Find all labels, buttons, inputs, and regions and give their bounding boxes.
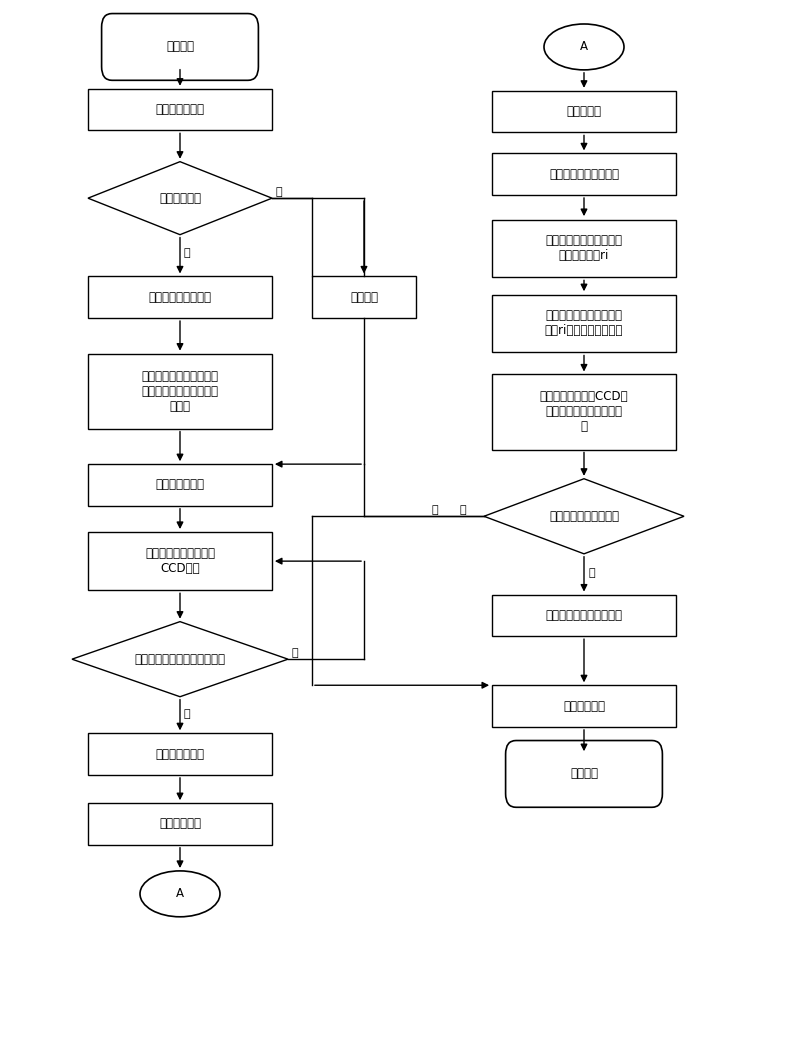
FancyBboxPatch shape xyxy=(88,276,272,318)
Text: 否: 否 xyxy=(589,567,595,578)
FancyBboxPatch shape xyxy=(88,354,272,429)
Text: 人工检测: 人工检测 xyxy=(350,291,378,304)
Text: 求出图形标记点到圆心的
距离ri的极大值和极小值: 求出图形标记点到圆心的 距离ri的极大值和极小值 xyxy=(545,310,623,337)
Ellipse shape xyxy=(544,24,624,70)
Polygon shape xyxy=(88,162,272,235)
FancyBboxPatch shape xyxy=(88,803,272,845)
Text: 否: 否 xyxy=(291,648,298,658)
FancyBboxPatch shape xyxy=(492,595,676,636)
Polygon shape xyxy=(72,622,288,697)
Text: 显示检测结果: 显示检测结果 xyxy=(563,700,605,712)
Text: 分别计算所有图形标记点
到圆心的距离ri: 分别计算所有图形标记点 到圆心的距离ri xyxy=(546,235,622,262)
FancyBboxPatch shape xyxy=(492,685,676,727)
Text: 是否自动检测: 是否自动检测 xyxy=(159,192,201,204)
FancyBboxPatch shape xyxy=(88,464,272,506)
Text: 采集标记区图像: 采集标记区图像 xyxy=(155,748,205,760)
Text: 中间标记点是否位于图像中心: 中间标记点是否位于图像中心 xyxy=(134,653,226,665)
Text: 控制激光器在标定纸的范
围内打印激光光斑、即标
记图形: 控制激光器在标定纸的范 围内打印激光光斑、即标 记图形 xyxy=(142,369,218,413)
Text: A: A xyxy=(176,888,184,900)
FancyBboxPatch shape xyxy=(492,153,676,195)
Ellipse shape xyxy=(140,871,220,917)
Text: 切割床水平标定: 切割床水平标定 xyxy=(155,103,205,116)
Text: 是: 是 xyxy=(460,505,466,515)
FancyBboxPatch shape xyxy=(492,91,676,132)
FancyBboxPatch shape xyxy=(492,294,676,353)
Text: 是否检测下一个标定区: 是否检测下一个标定区 xyxy=(549,510,619,523)
Text: 图像滤波处理: 图像滤波处理 xyxy=(159,818,201,830)
FancyBboxPatch shape xyxy=(492,220,676,276)
Text: 否: 否 xyxy=(276,187,282,197)
Polygon shape xyxy=(484,479,684,554)
Text: 是: 是 xyxy=(184,248,190,259)
FancyBboxPatch shape xyxy=(102,14,258,80)
FancyBboxPatch shape xyxy=(492,374,676,450)
FancyBboxPatch shape xyxy=(88,532,272,590)
Text: 根据计算模型计算CCD光
轴方向与切割床平面的偏
角: 根据计算模型计算CCD光 轴方向与切割床平面的偏 角 xyxy=(540,390,628,434)
FancyBboxPatch shape xyxy=(88,89,272,130)
Text: 利用图像信息动态调整
CCD位置: 利用图像信息动态调整 CCD位置 xyxy=(145,548,215,575)
FancyBboxPatch shape xyxy=(506,741,662,807)
Text: 是: 是 xyxy=(432,505,438,515)
Text: 固定位置装入标定纸: 固定位置装入标定纸 xyxy=(149,291,211,304)
FancyBboxPatch shape xyxy=(88,733,272,775)
Text: 计算各个标定区的平均值: 计算各个标定区的平均值 xyxy=(546,609,622,622)
FancyBboxPatch shape xyxy=(312,276,416,318)
Text: A: A xyxy=(580,41,588,53)
Text: 初步定位标定区: 初步定位标定区 xyxy=(155,479,205,491)
Text: 标记点检测: 标记点检测 xyxy=(566,105,602,118)
Text: 启动系统: 启动系统 xyxy=(166,41,194,53)
Text: 退出系统: 退出系统 xyxy=(570,768,598,780)
Text: 标记点亚像素精确定位: 标记点亚像素精确定位 xyxy=(549,168,619,180)
Text: 是: 是 xyxy=(184,709,190,720)
